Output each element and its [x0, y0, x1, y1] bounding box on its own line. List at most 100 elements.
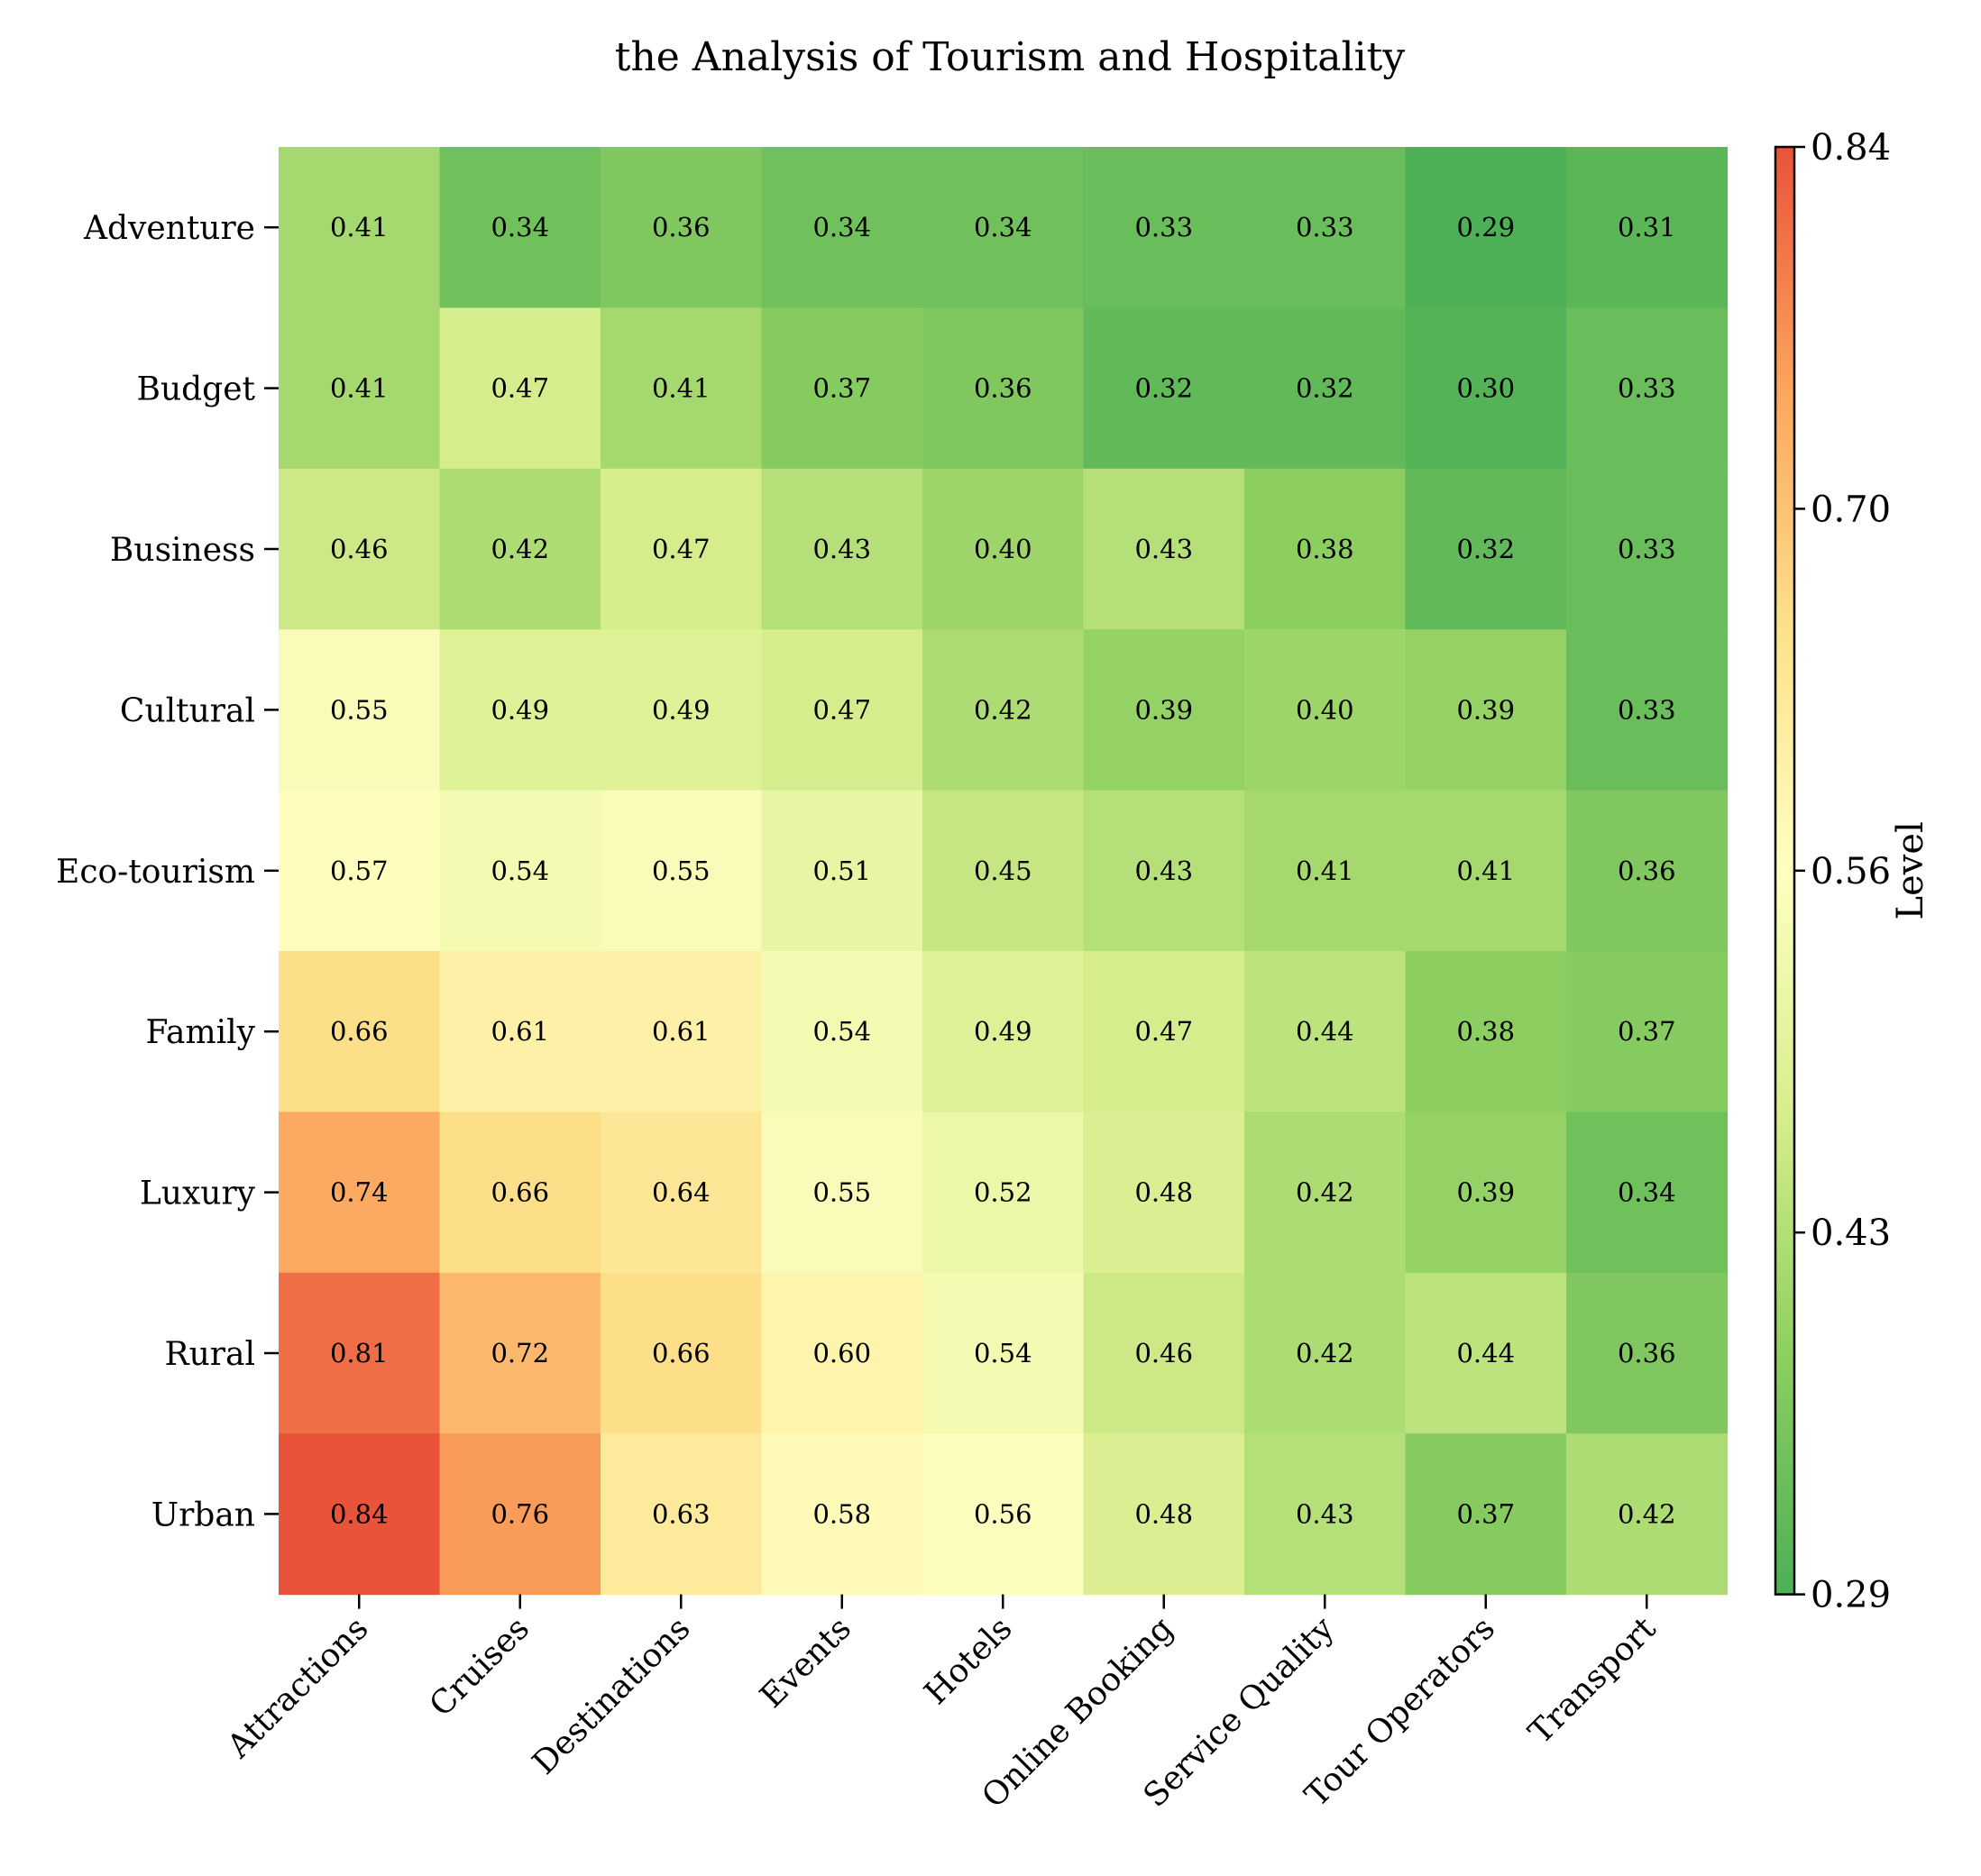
- cell-value-label: 0.34: [491, 212, 549, 243]
- cell-value-label: 0.55: [812, 1177, 871, 1208]
- cell-value-label: 0.34: [974, 212, 1032, 243]
- cell-value-label: 0.58: [812, 1498, 871, 1529]
- heatmap-cell: [922, 790, 1085, 952]
- heatmap-cell: [601, 629, 763, 792]
- cell-value-label: 0.72: [491, 1338, 549, 1368]
- heatmap-cell: [1083, 1112, 1245, 1274]
- heatmap-cell: [922, 629, 1085, 792]
- cell-value-label: 0.32: [1134, 373, 1193, 404]
- cell-value-label: 0.56: [974, 1498, 1032, 1529]
- heatmap-cell: [922, 1272, 1085, 1434]
- cell-value-label: 0.33: [1134, 212, 1193, 243]
- cell-value-label: 0.36: [652, 212, 711, 243]
- cell-value-label: 0.39: [1134, 694, 1193, 725]
- heatmap-cell: [922, 307, 1085, 470]
- heatmap-cell: [1244, 147, 1407, 308]
- heatmap-cell: [1405, 307, 1567, 470]
- cell-value-label: 0.61: [652, 1016, 711, 1047]
- cell-value-label: 0.63: [652, 1498, 711, 1529]
- heatmap-cell-labels: 0.41 0.34 0.36 0.34 0.34 0.33 0.33 0.29 0.31 0.41…: [330, 212, 1676, 1529]
- heatmap-cell: [1083, 1272, 1245, 1434]
- cell-value-label: 0.55: [652, 856, 711, 886]
- heatmap-cell: [1566, 1112, 1729, 1274]
- heatmap-cell: [1405, 951, 1567, 1112]
- cell-value-label: 0.52: [974, 1177, 1032, 1208]
- heatmap-cell: [1405, 1272, 1567, 1434]
- heatmap-cell: [601, 951, 763, 1112]
- cell-value-label: 0.43: [1296, 1498, 1354, 1529]
- heatmap-cells: [279, 147, 1729, 1596]
- y-tick-label: Family: [146, 1014, 256, 1051]
- heatmap-cell: [601, 1112, 763, 1274]
- cell-value-label: 0.46: [330, 534, 389, 564]
- cell-value-label: 0.39: [1456, 1177, 1515, 1208]
- heatmap-cell: [279, 1272, 441, 1434]
- cell-value-label: 0.36: [1618, 856, 1676, 886]
- heatmap-cell: [761, 147, 923, 308]
- cell-value-label: 0.42: [974, 694, 1032, 725]
- cell-value-label: 0.41: [330, 212, 389, 243]
- heatmap-cell: [279, 790, 441, 952]
- heatmap-cell: [761, 790, 923, 952]
- cell-value-label: 0.51: [812, 856, 871, 886]
- heatmap-cell: [922, 951, 1085, 1112]
- heatmap-cell: [1566, 468, 1729, 630]
- heatmap-cell: [601, 790, 763, 952]
- cell-value-label: 0.32: [1296, 373, 1354, 404]
- heatmap-cell: [1405, 629, 1567, 792]
- cell-value-label: 0.33: [1618, 534, 1676, 564]
- heatmap-cell: [279, 951, 441, 1112]
- heatmap-cell: [1405, 468, 1567, 630]
- heatmap-cell: [1566, 790, 1729, 952]
- heatmap-cell: [1566, 951, 1729, 1112]
- cell-value-label: 0.38: [1296, 534, 1354, 564]
- heatmap-cell: [922, 147, 1085, 308]
- colorbar-tick-label: 0.56: [1811, 851, 1891, 892]
- heatmap-cell: [761, 307, 923, 470]
- heatmap-cell: [439, 307, 601, 470]
- x-tick-label: Destinations: [526, 1610, 698, 1782]
- cell-value-label: 0.41: [1456, 856, 1515, 886]
- heatmap-cell: [1244, 629, 1407, 792]
- heatmap-cell: [1083, 147, 1245, 308]
- heatmap-cell: [1083, 790, 1245, 952]
- cell-value-label: 0.43: [1134, 534, 1193, 564]
- cell-value-label: 0.49: [491, 694, 549, 725]
- heatmap-cell: [1244, 307, 1407, 470]
- cell-value-label: 0.46: [1134, 1338, 1193, 1368]
- heatmap-cell: [1244, 790, 1407, 952]
- heatmap-cell: [761, 1272, 923, 1434]
- heatmap-cell: [761, 1433, 923, 1596]
- cell-value-label: 0.60: [812, 1338, 871, 1368]
- heatmap-cell: [439, 1433, 601, 1596]
- heatmap-cell: [1083, 629, 1245, 792]
- heatmap-cell: [279, 1433, 441, 1596]
- heatmap-cell: [601, 468, 763, 630]
- cell-value-label: 0.29: [1456, 212, 1515, 243]
- heatmap-cell: [761, 1112, 923, 1274]
- heatmap-cell: [1566, 1433, 1729, 1596]
- heatmap-cell: [1083, 468, 1245, 630]
- y-axis: Adventure Budget Business Cultural Eco-touri…: [56, 210, 279, 1533]
- chart-title: the Analysis of Tourism and Hospitality: [615, 34, 1406, 80]
- cell-value-label: 0.40: [1296, 694, 1354, 725]
- colorbar-tick-label: 0.43: [1811, 1213, 1891, 1254]
- heatmap-cell: [1083, 951, 1245, 1112]
- cell-value-label: 0.42: [1296, 1338, 1354, 1368]
- heatmap-cell: [1244, 468, 1407, 630]
- cell-value-label: 0.43: [1134, 856, 1193, 886]
- cell-value-label: 0.64: [652, 1177, 711, 1208]
- heatmap-cell: [279, 307, 441, 470]
- cell-value-label: 0.55: [330, 694, 389, 725]
- cell-value-label: 0.47: [812, 694, 871, 725]
- heatmap-cell: [439, 951, 601, 1112]
- x-tick-label: Transport: [1522, 1610, 1664, 1752]
- y-tick-label: Budget: [136, 371, 255, 408]
- cell-value-label: 0.54: [974, 1338, 1032, 1368]
- cell-value-label: 0.61: [491, 1016, 549, 1047]
- colorbar-tick-label: 0.70: [1811, 489, 1891, 530]
- cell-value-label: 0.31: [1618, 212, 1676, 243]
- cell-value-label: 0.36: [974, 373, 1032, 404]
